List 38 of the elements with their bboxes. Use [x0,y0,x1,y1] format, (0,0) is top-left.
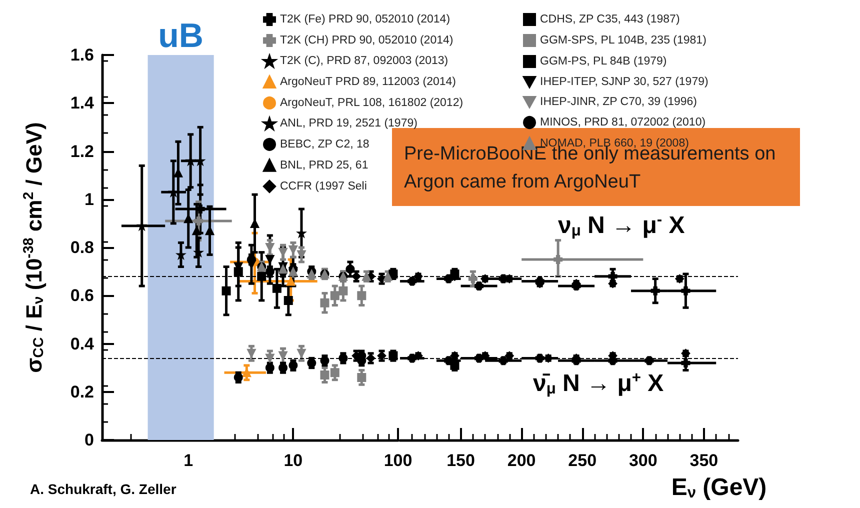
x-tick-label: 150 [446,451,475,470]
text: A. Schukraft, G. Zeller [30,481,177,497]
x-tick-label: 250 [568,451,597,470]
legend-label: T2K (Fe) PRD 90, 052010 (2014) [280,14,450,26]
x-tick-label: 1 [184,451,194,470]
legend-label: CCFR (1997 Seli [280,180,367,192]
band-label: uB [158,17,204,55]
legend-label: T2K (CH) PRD 90, 052010 (2014) [280,34,454,46]
y-tick-label: 0.2 [70,382,94,402]
legend-label: GGM-PS, PL 84B (1979) [540,56,667,68]
y-tick-label: 1.4 [70,94,95,113]
legend-label: ArgoNeuT PRD 89, 112003 (2014) [280,76,456,88]
x-tick-label: 100 [384,451,412,470]
x-tick-label: 10 [284,451,303,470]
y-tick-label: 1 [84,190,94,209]
y-tick-label: 0 [84,430,94,450]
x-tick-label: 200 [507,451,536,470]
x-tick-label: 300 [628,451,658,470]
legend-label: MINOS, PRD 81, 072002 (2010) [540,116,706,128]
legend-label: ArgoNeuT, PRL 108, 161802 (2012) [280,96,464,109]
annotation: νμ N → μ- X [558,212,685,240]
legend-label: BNL, PRD 25, 61 [280,159,368,172]
legend-label: CDHS, ZP C35, 443 (1987) [540,14,680,26]
annotation: ν̄μ N → μ+ X [533,370,664,398]
legend-label: GGM-SPS, PL 104B, 235 (1981) [540,34,707,46]
legend-label: ANL, PRD 19, 2521 (1979) [280,118,418,130]
legend-label: IHEP-JINR, ZP C70, 39 (1996) [540,96,698,108]
legend-label: T2K (C), PRD 87, 092003 (2013) [280,55,448,68]
text: σCC / Eν (10-38 cm2 / GeV) [21,122,47,373]
legend-label: BEBC, ZP C2, 18 [280,138,370,150]
y-tick-label: 1.6 [70,46,94,64]
y-tick-label: 1.2 [70,142,94,161]
y-tick-label: 0.4 [70,334,95,354]
legend-label: IHEP-ITEP, SJNP 30, 527 (1979) [540,76,708,88]
y-tick-label: 0.8 [70,238,94,257]
x-axis-title: Eν (GeV) [671,474,767,502]
x-tick-label: 350 [690,451,718,470]
y-tick-label: 0.6 [70,286,94,306]
